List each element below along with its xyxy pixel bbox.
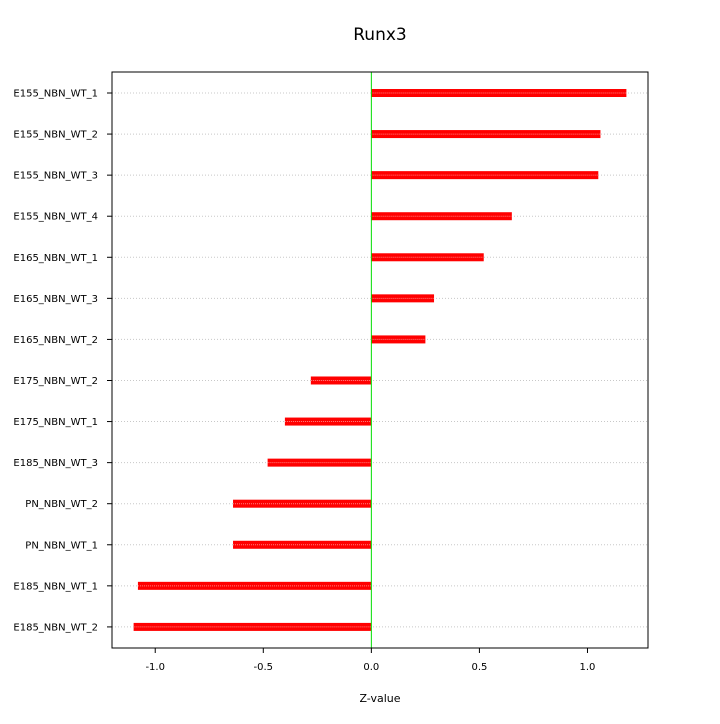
y-tick-label: E185_NBN_WT_3 — [13, 458, 98, 469]
y-tick-label: E175_NBN_WT_1 — [13, 417, 98, 428]
y-tick-label: E165_NBN_WT_3 — [13, 294, 98, 305]
y-tick-label: E165_NBN_WT_2 — [13, 335, 98, 346]
y-tick-label: E155_NBN_WT_4 — [13, 212, 98, 223]
chart-title: Runx3 — [353, 25, 406, 45]
y-tick-label: PN_NBN_WT_1 — [25, 540, 98, 551]
y-tick-label: E165_NBN_WT_1 — [13, 253, 98, 264]
y-tick-label: E155_NBN_WT_1 — [13, 89, 98, 100]
y-tick-label: E185_NBN_WT_2 — [13, 622, 98, 633]
y-axis: E155_NBN_WT_1 E155_NBN_WT_2 E155_NBN_WT_3 E… — [13, 89, 112, 633]
bar — [233, 540, 372, 549]
y-tick-label: E155_NBN_WT_2 — [13, 130, 98, 141]
bar — [233, 499, 372, 508]
y-tick-label: E185_NBN_WT_1 — [13, 581, 98, 592]
plot-frame — [111, 71, 649, 649]
x-tick-label: 0.0 — [363, 662, 379, 673]
bar — [371, 89, 627, 97]
x-axis-label: Z-value — [359, 692, 400, 705]
y-tick-label: E175_NBN_WT_2 — [13, 376, 98, 387]
bars — [133, 89, 627, 631]
x-tick-label: -1.0 — [145, 662, 165, 673]
bar — [371, 294, 435, 303]
bar — [371, 171, 599, 180]
x-tick-label: -0.5 — [254, 662, 274, 673]
x-tick-label: 1.0 — [580, 662, 596, 673]
x-axis: -1.0 -0.5 0.0 0.5 1.0 — [145, 648, 595, 673]
bar — [284, 417, 372, 426]
bar — [267, 458, 372, 467]
x-tick-label: 0.5 — [471, 662, 487, 673]
bar — [371, 335, 426, 344]
y-tick-label: PN_NBN_WT_2 — [25, 499, 98, 510]
y-tick-label: E155_NBN_WT_3 — [13, 171, 98, 182]
